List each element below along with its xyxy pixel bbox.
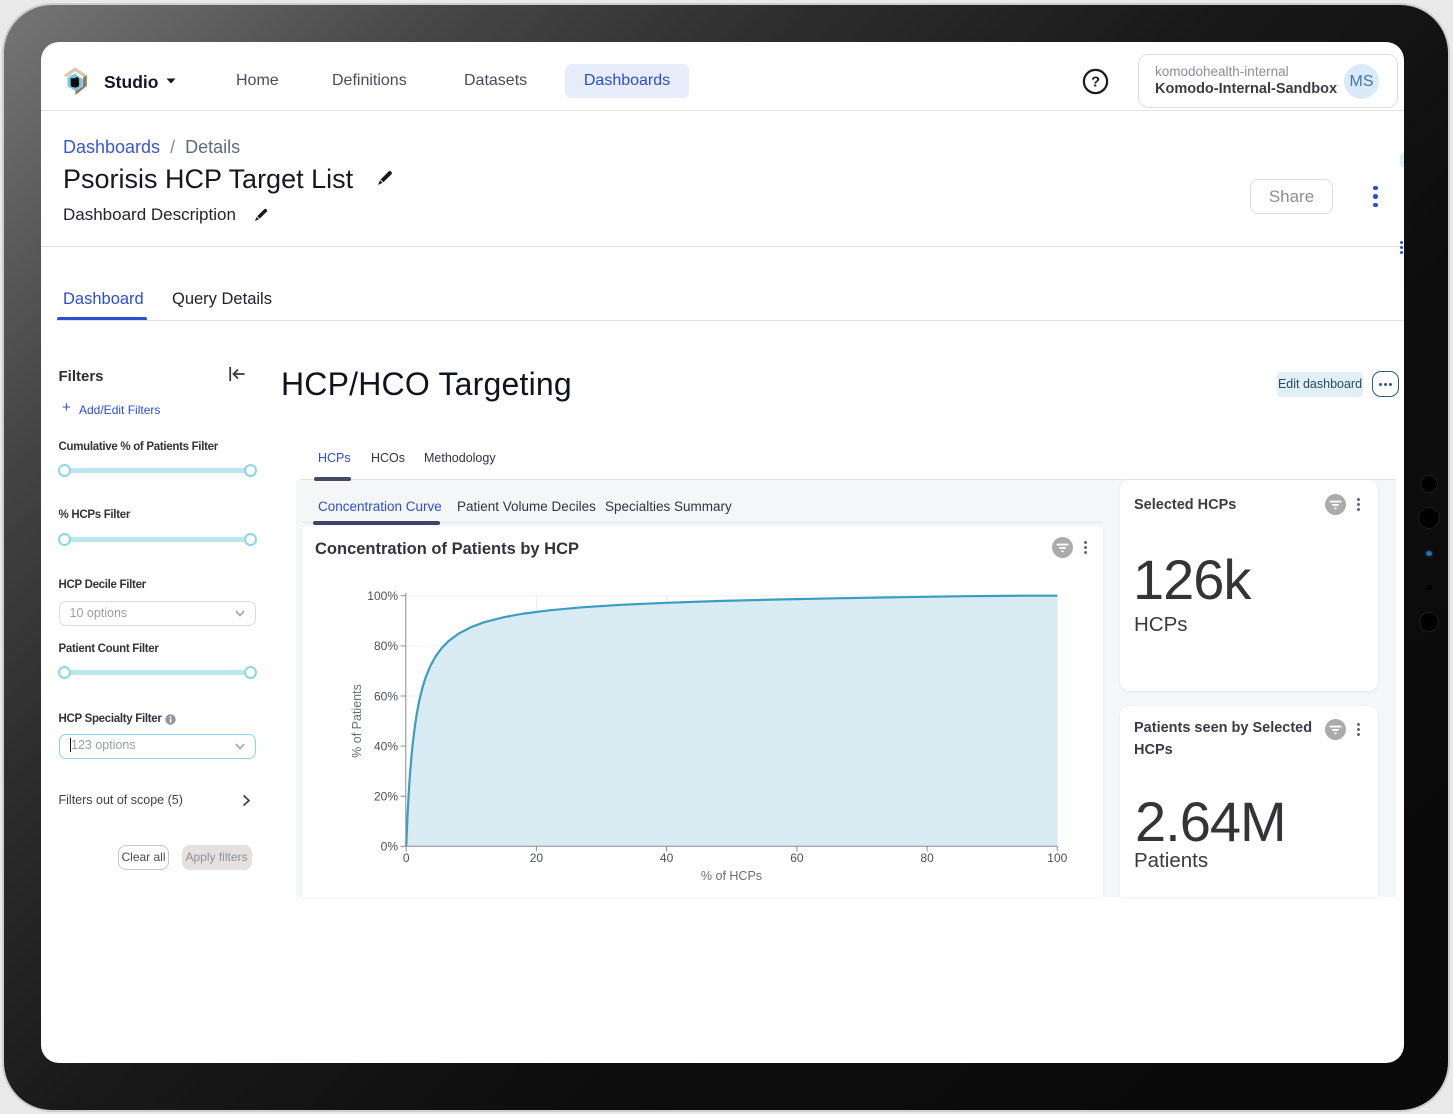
svg-text:100%: 100% xyxy=(367,589,398,603)
svg-text:100: 100 xyxy=(1047,851,1067,865)
svg-text:40: 40 xyxy=(660,851,674,865)
svg-text:0%: 0% xyxy=(381,840,399,854)
svg-text:20%: 20% xyxy=(374,790,398,804)
svg-text:80: 80 xyxy=(920,851,934,865)
svg-text:% of Patients: % of Patients xyxy=(350,684,364,758)
svg-text:60: 60 xyxy=(790,851,804,865)
svg-text:% of HCPs: % of HCPs xyxy=(701,869,762,883)
svg-text:20: 20 xyxy=(530,851,544,865)
svg-text:80%: 80% xyxy=(374,639,398,653)
svg-text:40%: 40% xyxy=(374,739,398,753)
svg-text:60%: 60% xyxy=(374,689,398,703)
svg-text:0: 0 xyxy=(403,851,410,865)
svg-text:?: ? xyxy=(1091,75,1100,91)
